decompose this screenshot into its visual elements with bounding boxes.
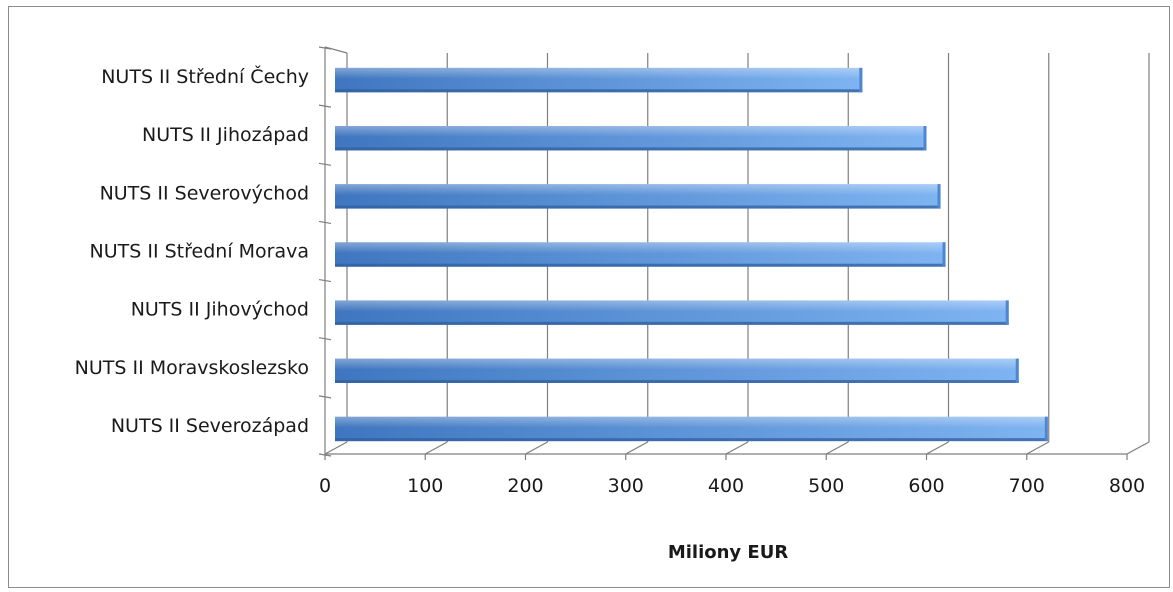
y-tick-mark [318,453,332,457]
bar-shadow [335,438,1048,442]
bar-highlight [335,184,941,196]
bar-cap [1044,416,1048,442]
x-tick-label: 0 [319,475,331,497]
bar-shadow [335,321,1009,325]
axes [318,46,1128,460]
bar-highlight [335,300,1009,312]
bar-highlight [335,126,927,137]
category-label: NUTS II Jihozápad [142,124,309,146]
x-tick-label: 700 [1009,475,1045,497]
x-tick-label: 100 [407,475,443,497]
floor-line [424,441,448,455]
category-label: NUTS II Jihovýchod [131,299,309,321]
bar-cap [859,67,863,93]
y-tick-mark [318,278,332,283]
bar-shadow [335,379,1019,383]
chart-frame: NUTS II Střední Čechy NUTS II Jihozápad NU… [8,6,1170,588]
y-tick-mark [318,337,332,341]
category-labels: NUTS II Střední Čechy NUTS II Jihozápad NU… [75,64,309,437]
category-label: NUTS II Střední Čechy [101,64,309,88]
y-tick-mark [318,104,332,108]
category-label: NUTS II Severovýchod [100,182,309,204]
x-tick-label: 500 [808,475,844,497]
category-label: NUTS II Moravskoslezsko [75,357,309,379]
category-label: NUTS II Střední Morava [90,241,309,263]
x-tick-label: 600 [908,475,944,497]
x-tick-label: 300 [608,475,644,497]
bar-shadow [335,263,946,267]
bar-cap [1005,300,1009,325]
floor-line [324,441,348,455]
wall-edge [324,46,348,54]
y-tick-mark [318,220,332,225]
floor-line [525,441,548,455]
floor-line [625,441,649,455]
bar-highlight [335,67,863,79]
bar-highlight [335,242,946,254]
category-label: NUTS II Severozápad [111,415,309,437]
floor-line [1026,441,1050,455]
bars [335,67,1048,442]
y-tick-mark [318,395,332,399]
bar-cap [1015,358,1019,383]
y-tick-mark [318,46,332,50]
bar-cap [942,242,946,267]
x-tick-label: 800 [1109,475,1145,497]
x-tick-label: 400 [708,475,744,497]
bar-cap [937,184,941,209]
bar-shadow [335,147,927,151]
x-tick-label: 200 [507,475,543,497]
floor-line [926,441,949,455]
y-tick-mark [318,162,332,166]
floor-line [1126,441,1150,455]
bar-shadow [335,205,941,209]
bar-highlight [335,358,1019,370]
floor-line [825,441,849,455]
bar-cap [923,126,927,151]
chart-svg: NUTS II Střední Čechy NUTS II Jihozápad NU… [75,46,1150,563]
bar-highlight [335,416,1048,428]
bar-shadow [335,89,863,93]
x-tick-labels: 0 100 200 300 400 500 600 700 800 [319,475,1145,497]
x-axis-title: Miliony EUR [668,542,789,563]
floor-line [725,441,749,455]
